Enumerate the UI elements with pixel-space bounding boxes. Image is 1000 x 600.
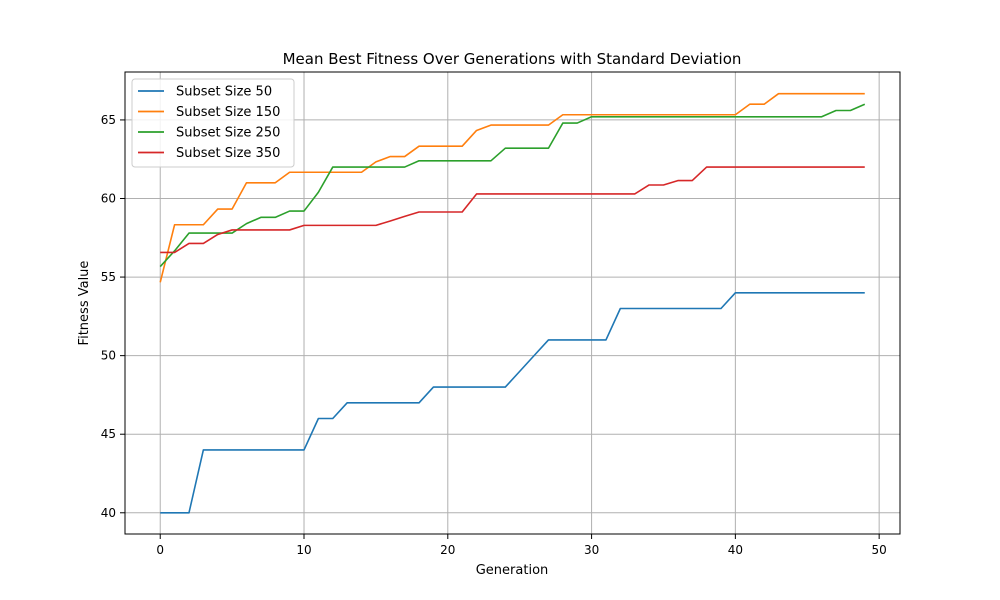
- y-tick-label: 45: [101, 427, 116, 441]
- x-tick-label: 10: [296, 543, 311, 557]
- x-tick-label: 30: [584, 543, 599, 557]
- series-line-1: [160, 291, 865, 514]
- x-tick-label: 20: [440, 543, 455, 557]
- y-tick-label: 55: [101, 270, 116, 284]
- chart-title: Mean Best Fitness Over Generations with …: [283, 50, 742, 68]
- series-line-3: [159, 103, 866, 268]
- series-line-2: [159, 92, 865, 283]
- x-axis-ticks: 0 10 20 30 40 50: [156, 534, 887, 557]
- legend-label: Subset Size 150: [176, 105, 280, 120]
- x-tick-label: 40: [728, 543, 743, 557]
- x-axis-label: Generation: [476, 563, 549, 578]
- y-tick-label: 50: [101, 349, 116, 363]
- legend-label: Subset Size 350: [176, 146, 280, 161]
- legend: Subset Size 50 Subset Size 150 Subset Size…: [131, 78, 295, 168]
- x-tick-label: 0: [156, 543, 164, 557]
- y-axis-ticks: 40 45 50 55 60 65: [101, 113, 125, 520]
- series-line-4: [160, 166, 865, 254]
- y-tick-label: 40: [101, 506, 116, 520]
- y-tick-label: 65: [101, 113, 116, 127]
- y-axis-label: Fitness Value: [77, 261, 92, 346]
- y-tick-label: 60: [101, 192, 116, 206]
- series-layer: [159, 92, 866, 514]
- legend-label: Subset Size 250: [176, 126, 280, 141]
- legend-box: [131, 78, 295, 168]
- legend-label: Subset Size 50: [176, 85, 272, 100]
- plot-frame: [124, 71, 901, 535]
- x-tick-label: 50: [872, 543, 887, 557]
